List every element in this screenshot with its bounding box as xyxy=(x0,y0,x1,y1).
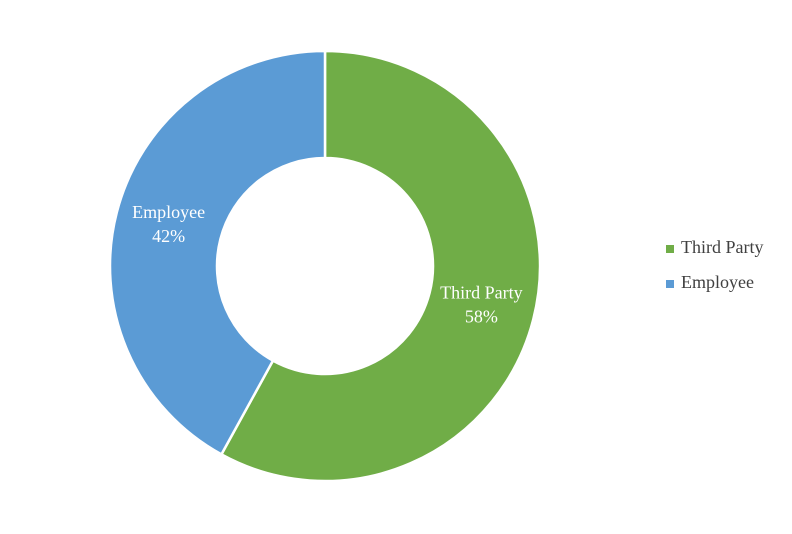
donut-slice xyxy=(108,49,327,457)
donut-slice xyxy=(219,49,542,483)
slice-value-label: 58% xyxy=(465,306,498,326)
legend-label: Employee xyxy=(681,272,754,292)
legend-swatch xyxy=(666,245,674,253)
slice-category-label: Third Party xyxy=(440,282,523,302)
legend-swatch xyxy=(666,280,674,288)
legend-label: Third Party xyxy=(681,237,764,257)
slice-value-label: 42% xyxy=(152,226,185,246)
slice-category-label: Employee xyxy=(132,202,205,222)
